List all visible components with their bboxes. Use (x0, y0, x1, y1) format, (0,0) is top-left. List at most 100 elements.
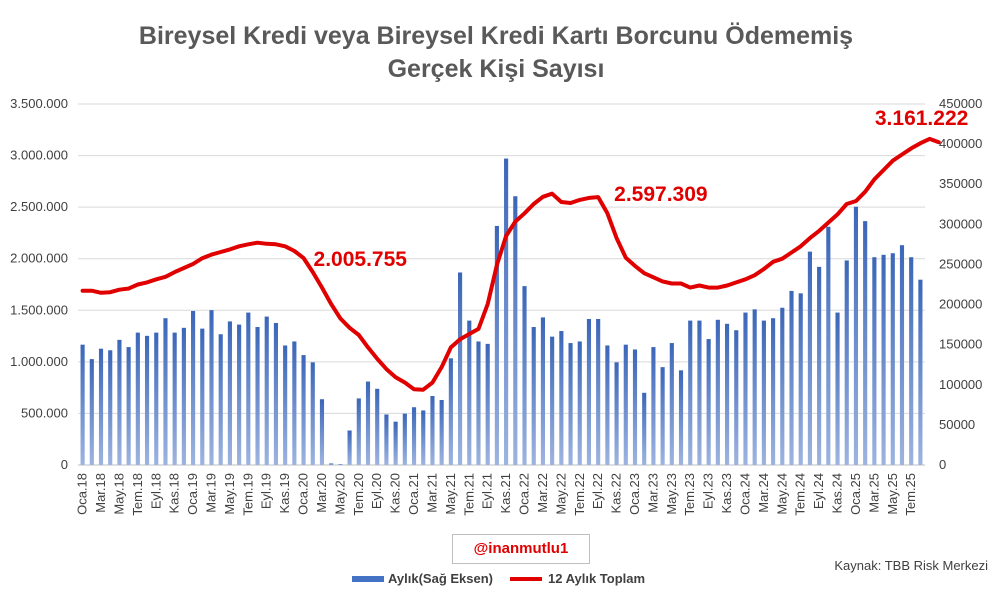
legend-label-line: 12 Aylık Toplam (548, 571, 645, 586)
bar (402, 413, 407, 465)
bar (117, 339, 122, 465)
bar (467, 320, 472, 465)
bar (678, 370, 684, 465)
bar (596, 318, 601, 465)
left-tick-label: 3.000.000 (10, 148, 68, 163)
right-tick-label: 300000 (939, 216, 982, 231)
bar (835, 312, 840, 465)
bar (301, 355, 306, 465)
right-tick-label: 200000 (939, 297, 982, 312)
bar (200, 328, 205, 465)
x-axis: Oca.18 Mar.18 May.18 Tem.18 Eyl.18 Kas.18 Oca.… (75, 473, 919, 516)
bar (909, 257, 914, 465)
x-tick-label: Tem.21 (461, 473, 476, 516)
left-axis: 0 500.000 1.000.000 1.500.000 2.000.000 2.500… (10, 96, 68, 472)
bar (632, 349, 638, 465)
author-handle: @inanmutlu1 (473, 540, 569, 557)
x-tick-label: Eyl.22 (590, 473, 605, 509)
x-tick-label: Eyl.18 (148, 473, 163, 509)
x-tick-label: Tem.23 (682, 473, 697, 516)
bar (605, 345, 610, 465)
bar (375, 388, 380, 465)
left-tick-label: 2.500.000 (10, 199, 68, 214)
x-tick-label: Oca.19 (185, 473, 200, 515)
bar (494, 225, 499, 465)
x-tick-label: Mar.19 (204, 473, 219, 513)
bar (789, 290, 794, 465)
bar (688, 320, 693, 465)
x-tick-label: May.24 (774, 473, 789, 515)
source-note: Kaynak: TBB Risk Merkezi (834, 558, 988, 573)
bar (743, 312, 748, 465)
bar (504, 158, 509, 465)
bar (651, 347, 656, 465)
x-tick-label: Tem.25 (903, 473, 918, 516)
bar (347, 430, 352, 465)
bar (384, 414, 389, 465)
left-tick-label: 0 (61, 457, 68, 472)
right-tick-label: 250000 (939, 256, 982, 271)
x-tick-label: Tem.19 (240, 473, 255, 516)
x-tick-label: Kas.21 (498, 473, 513, 513)
bar (918, 279, 923, 465)
bar (522, 286, 527, 465)
bar (430, 396, 435, 465)
x-tick-label: Mar.25 (866, 473, 881, 513)
annotation-label: 2.005.755 (314, 248, 408, 271)
annotation-label: 3.161.222 (875, 107, 968, 130)
bar (89, 359, 94, 465)
bar (706, 339, 711, 465)
x-tick-label: Kas.22 (609, 473, 624, 513)
right-tick-label: 400000 (939, 136, 982, 151)
right-axis: 0 50000 100000 150000 200000 250000 300000 3500… (939, 96, 982, 472)
bar (660, 367, 665, 465)
x-tick-label: May.23 (664, 473, 679, 515)
left-tick-label: 1.500.000 (10, 302, 68, 317)
x-tick-label: Eyl.20 (369, 473, 384, 509)
bar (365, 381, 371, 465)
x-tick-label: Oca.25 (848, 473, 863, 515)
bar (329, 463, 334, 465)
right-tick-label: 150000 (939, 337, 982, 352)
x-tick-label: May.25 (885, 473, 900, 515)
bar (310, 362, 315, 465)
left-tick-label: 500.000 (21, 405, 68, 420)
annotations: 2.005.755 2.597.309 3.161.222 (314, 107, 969, 271)
x-tick-label: Mar.23 (645, 473, 660, 513)
x-tick-label: Mar.21 (425, 473, 440, 513)
bar (642, 392, 647, 465)
annotation-label: 2.597.309 (614, 183, 707, 206)
bar (356, 398, 361, 465)
bar (191, 310, 196, 465)
bar (273, 323, 279, 465)
line-series (80, 136, 941, 392)
bar (246, 312, 251, 465)
gridlines (78, 103, 925, 466)
bar (623, 344, 628, 465)
right-tick-label: 50000 (939, 417, 975, 432)
x-tick-label: Kas.18 (167, 473, 182, 513)
x-tick-label: May.19 (222, 473, 237, 515)
left-tick-label: 1.000.000 (10, 354, 68, 369)
x-tick-label: Eyl.23 (701, 473, 716, 509)
bar (80, 344, 85, 465)
bar (448, 358, 453, 465)
bar (476, 341, 481, 465)
x-tick-label: May.21 (443, 473, 458, 515)
bar (209, 310, 214, 465)
bar (669, 343, 674, 465)
bar (513, 196, 518, 465)
bar (531, 327, 536, 465)
bar (872, 257, 877, 465)
bar (292, 341, 297, 465)
bar (568, 343, 573, 465)
bar (108, 350, 113, 465)
left-tick-label: 3.500.000 (10, 96, 68, 111)
bar (724, 323, 730, 465)
x-tick-label: Eyl.19 (259, 473, 274, 509)
x-tick-label: Kas.23 (719, 473, 734, 513)
bar (540, 317, 546, 465)
x-tick-label: Tem.22 (572, 473, 587, 516)
bar (126, 347, 131, 465)
